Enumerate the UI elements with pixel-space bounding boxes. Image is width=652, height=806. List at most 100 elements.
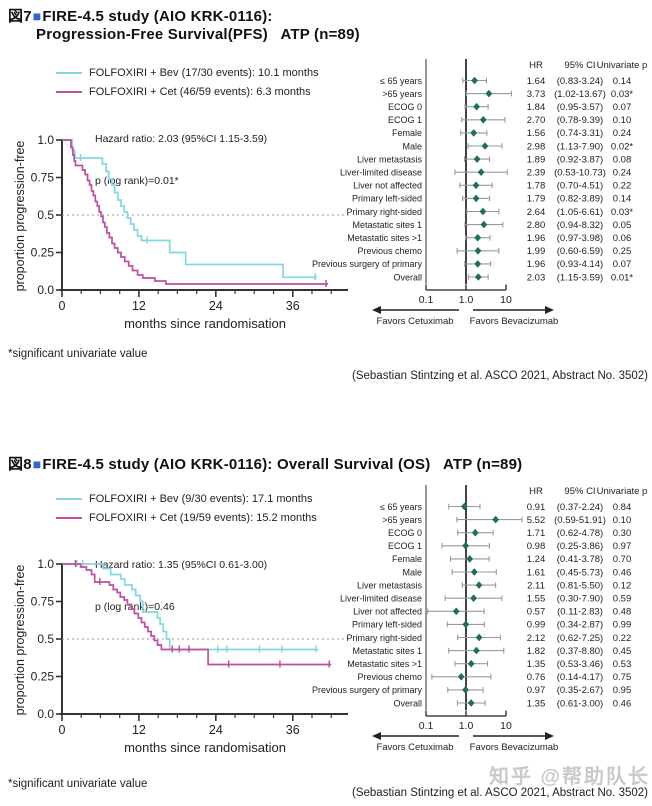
svg-text:2.39: 2.39 bbox=[527, 168, 546, 179]
svg-text:0.03*: 0.03* bbox=[611, 89, 633, 100]
hazard-ratio-text: Hazard ratio: 2.03 (95%CI 1.15-3.59) bbox=[95, 133, 268, 145]
svg-text:1.61: 1.61 bbox=[527, 567, 546, 578]
svg-text:1.78: 1.78 bbox=[527, 181, 546, 192]
svg-text:>65 years: >65 years bbox=[382, 515, 422, 525]
svg-text:0.10: 0.10 bbox=[613, 115, 632, 126]
svg-text:1.79: 1.79 bbox=[527, 194, 546, 205]
svg-text:Female: Female bbox=[392, 128, 422, 138]
legend-entry-bev: FOLFOXIRI + Bev (9/30 events): 17.1 mont… bbox=[56, 489, 317, 508]
svg-text:0.95: 0.95 bbox=[613, 685, 632, 696]
svg-text:0.99: 0.99 bbox=[527, 620, 546, 631]
svg-text:2.70: 2.70 bbox=[527, 115, 546, 126]
svg-text:(0.81-5.50): (0.81-5.50) bbox=[557, 580, 603, 591]
svg-text:2.11: 2.11 bbox=[527, 580, 545, 591]
svg-text:0.30: 0.30 bbox=[613, 528, 632, 539]
svg-text:(0.93-4.14): (0.93-4.14) bbox=[557, 259, 603, 270]
svg-text:0.07: 0.07 bbox=[613, 259, 632, 270]
svg-text:Liver metastasis: Liver metastasis bbox=[357, 154, 423, 164]
svg-text:Previous chemo: Previous chemo bbox=[357, 672, 422, 682]
fig8-citation: (Sebastian Stintzing et al. ASCO 2021, A… bbox=[352, 787, 648, 799]
svg-text:0.97: 0.97 bbox=[613, 541, 632, 552]
svg-text:0: 0 bbox=[59, 723, 66, 737]
svg-text:0.99: 0.99 bbox=[613, 620, 632, 631]
svg-text:(0.61-3.00): (0.61-3.00) bbox=[557, 698, 603, 709]
svg-text:0.24: 0.24 bbox=[613, 168, 632, 179]
svg-text:2.03: 2.03 bbox=[527, 272, 546, 283]
svg-text:(0.74-3.31): (0.74-3.31) bbox=[557, 128, 603, 139]
svg-text:Metastatic sites 1: Metastatic sites 1 bbox=[352, 220, 422, 230]
svg-text:1.84: 1.84 bbox=[527, 102, 546, 113]
svg-text:0.01*: 0.01* bbox=[611, 272, 633, 283]
legend-label-cet: FOLFOXIRI + Cet (46/59 events): 6.3 mont… bbox=[89, 85, 311, 98]
svg-text:(0.35-2.67): (0.35-2.67) bbox=[557, 685, 603, 696]
svg-text:Primary left-sided: Primary left-sided bbox=[352, 620, 422, 630]
svg-text:HR: HR bbox=[529, 60, 543, 71]
svg-text:0.1: 0.1 bbox=[419, 720, 434, 732]
svg-text:95% CI: 95% CI bbox=[564, 486, 595, 497]
svg-text:(0.62-4.78): (0.62-4.78) bbox=[557, 528, 603, 539]
svg-text:0.98: 0.98 bbox=[527, 541, 546, 552]
svg-text:0.25: 0.25 bbox=[31, 670, 55, 684]
svg-text:0.25: 0.25 bbox=[613, 246, 632, 257]
svg-text:proportion progression-free: proportion progression-free bbox=[13, 141, 27, 292]
svg-text:0.70: 0.70 bbox=[613, 554, 632, 565]
fig8-title-text: FIRE-4.5 study (AIO KRK-0116): Overall S… bbox=[42, 456, 523, 473]
svg-text:0.45: 0.45 bbox=[613, 646, 632, 657]
svg-text:(1.05-6.61): (1.05-6.61) bbox=[557, 207, 603, 218]
svg-text:(0.53-10.73): (0.53-10.73) bbox=[554, 168, 606, 179]
svg-text:0.10: 0.10 bbox=[613, 515, 632, 526]
svg-text:(1.15-3.59): (1.15-3.59) bbox=[557, 272, 603, 283]
svg-text:proportion progression-free: proportion progression-free bbox=[13, 565, 27, 716]
svg-text:1.96: 1.96 bbox=[527, 233, 546, 244]
fig7-citation: (Sebastian Stintzing et al. ASCO 2021, A… bbox=[352, 370, 648, 382]
forest-chart-pfs: HR 95% CI Univariate p ≤ 65 years 1.64 (0.83-… bbox=[312, 59, 647, 327]
svg-text:HR: HR bbox=[529, 486, 543, 497]
svg-text:(0.14-4.17): (0.14-4.17) bbox=[557, 672, 603, 683]
svg-text:(0.70-4.51): (0.70-4.51) bbox=[557, 181, 603, 192]
fig8-footnote: *significant univariate value bbox=[8, 778, 148, 790]
svg-text:1.0: 1.0 bbox=[459, 294, 474, 306]
svg-text:0.46: 0.46 bbox=[613, 567, 632, 578]
fig8-title-line1: 図8■FIRE-4.5 study (AIO KRK-0116): Overal… bbox=[8, 453, 522, 474]
svg-text:(0.62-7.25): (0.62-7.25) bbox=[557, 633, 603, 644]
svg-text:1.82: 1.82 bbox=[527, 646, 546, 657]
svg-text:5.52: 5.52 bbox=[527, 515, 546, 526]
svg-text:0.02*: 0.02* bbox=[611, 141, 633, 152]
svg-text:(1.02-13.67): (1.02-13.67) bbox=[554, 89, 606, 100]
svg-text:0.53: 0.53 bbox=[613, 659, 632, 670]
svg-text:(0.34-2.87): (0.34-2.87) bbox=[557, 620, 603, 631]
forest-chart-os: HR 95% CI Univariate p ≤ 65 years 0.91 (0.37-… bbox=[312, 485, 647, 753]
svg-text:0.03*: 0.03* bbox=[611, 207, 633, 218]
legend-label-bev: FOLFOXIRI + Bev (17/30 events): 10.1 mon… bbox=[89, 66, 319, 79]
legend-label-bev: FOLFOXIRI + Bev (9/30 events): 17.1 mont… bbox=[89, 492, 313, 505]
svg-text:10: 10 bbox=[500, 720, 512, 732]
svg-text:(0.53-3.46): (0.53-3.46) bbox=[557, 659, 603, 670]
hazard-ratio-text: Hazard ratio: 1.35 (95%CI 0.61-3.00) bbox=[95, 559, 268, 571]
svg-text:Female: Female bbox=[392, 554, 422, 564]
svg-text:36: 36 bbox=[286, 723, 300, 737]
svg-text:Liver not affected: Liver not affected bbox=[353, 607, 422, 617]
svg-text:1.89: 1.89 bbox=[527, 154, 546, 165]
svg-text:(0.97-3.98): (0.97-3.98) bbox=[557, 233, 603, 244]
svg-text:95% CI: 95% CI bbox=[564, 60, 595, 71]
svg-text:Male: Male bbox=[402, 567, 422, 577]
svg-text:2.80: 2.80 bbox=[527, 220, 546, 231]
svg-text:3.73: 3.73 bbox=[527, 89, 546, 100]
svg-text:0.07: 0.07 bbox=[613, 102, 632, 113]
svg-text:Liver not affected: Liver not affected bbox=[353, 181, 422, 191]
bev-line-swatch bbox=[56, 497, 82, 500]
svg-text:1.0: 1.0 bbox=[37, 133, 54, 147]
svg-text:Favors Cetuximab: Favors Cetuximab bbox=[376, 316, 453, 327]
svg-text:1.0: 1.0 bbox=[459, 720, 474, 732]
svg-text:24: 24 bbox=[209, 299, 223, 313]
svg-text:months since randomisation: months since randomisation bbox=[124, 316, 286, 331]
svg-text:0.75: 0.75 bbox=[613, 672, 632, 683]
svg-text:2.64: 2.64 bbox=[527, 207, 546, 218]
bev-line-swatch bbox=[56, 71, 82, 74]
svg-text:Favors Cetuximab: Favors Cetuximab bbox=[376, 742, 453, 753]
svg-text:0.12: 0.12 bbox=[613, 580, 632, 591]
svg-text:1.24: 1.24 bbox=[527, 554, 546, 565]
svg-text:(0.45-5.73): (0.45-5.73) bbox=[557, 567, 603, 578]
svg-text:0.24: 0.24 bbox=[613, 128, 632, 139]
